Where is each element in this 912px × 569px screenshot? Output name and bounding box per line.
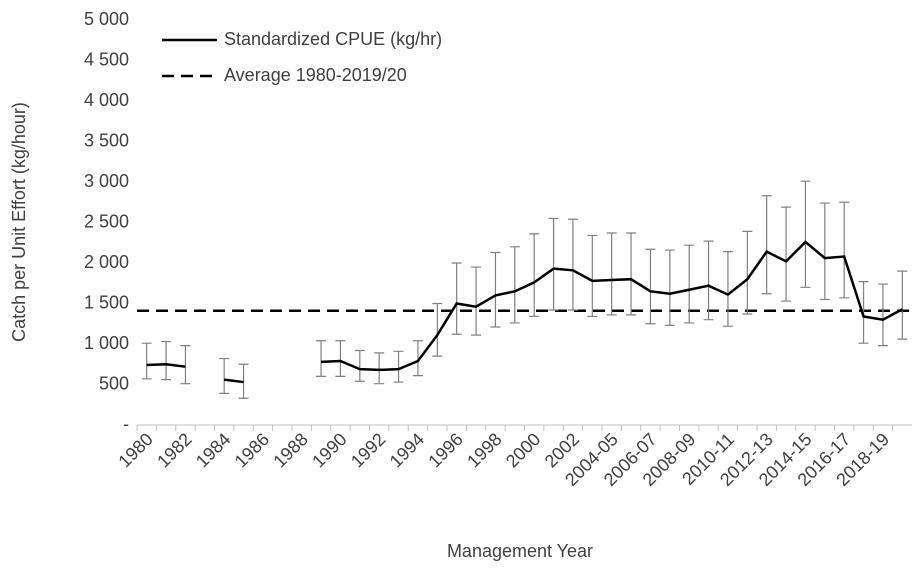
- legend-label: Standardized CPUE (kg/hr): [224, 29, 442, 49]
- x-tick-label: 1998: [463, 429, 505, 471]
- error-bar: [567, 218, 578, 311]
- error-bar: [606, 232, 617, 316]
- y-axis-title: Catch per Unit Effort (kg/hour): [9, 102, 29, 342]
- error-bar: [374, 352, 385, 385]
- error-bar: [412, 340, 423, 377]
- x-tick-label: 1996: [424, 429, 466, 471]
- y-tick-label: 3 500: [84, 130, 129, 150]
- error-bar: [761, 195, 772, 295]
- y-tick-label: -: [123, 414, 129, 434]
- error-bar: [800, 180, 811, 288]
- y-tick-label: 4 000: [84, 90, 129, 110]
- error-bar: [645, 248, 656, 325]
- y-tick-label: 500: [99, 373, 129, 393]
- error-bar: [664, 249, 675, 326]
- x-tick-label: 2000: [502, 429, 544, 471]
- error-bar: [393, 350, 404, 383]
- error-bar: [161, 340, 172, 381]
- x-tick-label: 1986: [231, 429, 273, 471]
- error-bar: [626, 232, 637, 316]
- y-tick-label: 2 000: [84, 252, 129, 272]
- error-bar: [335, 340, 346, 377]
- error-bar: [316, 340, 327, 377]
- error-bar: [548, 217, 559, 311]
- error-bar: [722, 251, 733, 327]
- error-bar: [219, 357, 230, 395]
- y-tick-label: 1 500: [84, 292, 129, 312]
- y-tick-label: 2 500: [84, 211, 129, 231]
- cpue-line: [146, 240, 903, 384]
- y-tick-label: 3 000: [84, 171, 129, 191]
- error-bar: [897, 270, 908, 340]
- x-tick-label: 1982: [153, 429, 195, 471]
- x-tick-label: 1990: [308, 429, 350, 471]
- error-bar: [781, 206, 792, 302]
- error-bar: [432, 302, 443, 357]
- x-tick-label: 1988: [269, 429, 311, 471]
- error-bar: [587, 234, 598, 318]
- error-bar: [141, 342, 152, 380]
- error-bar: [451, 262, 462, 335]
- error-bar: [471, 266, 482, 336]
- x-tick-label: 1994: [386, 429, 428, 471]
- error-bar: [703, 240, 714, 321]
- error-bar: [877, 283, 888, 347]
- x-tick-label: 1992: [347, 429, 389, 471]
- x-axis-title: Management Year: [447, 541, 593, 561]
- error-bar: [529, 233, 540, 318]
- x-tick-label: 1984: [192, 429, 234, 471]
- error-bar: [684, 244, 695, 324]
- error-bar: [819, 202, 830, 301]
- legend-label: Average 1980-2019/20: [224, 65, 407, 85]
- error-bar: [180, 345, 191, 385]
- x-tick-label: 1980: [114, 429, 156, 471]
- error-bar: [490, 251, 501, 328]
- y-tick-label: 1 000: [84, 333, 129, 353]
- y-tick-label: 4 500: [84, 49, 129, 69]
- y-tick-label: 5 000: [84, 9, 129, 29]
- error-bar: [839, 201, 850, 299]
- error-bar: [742, 230, 753, 315]
- error-bar: [354, 349, 365, 382]
- error-bar: [509, 246, 520, 324]
